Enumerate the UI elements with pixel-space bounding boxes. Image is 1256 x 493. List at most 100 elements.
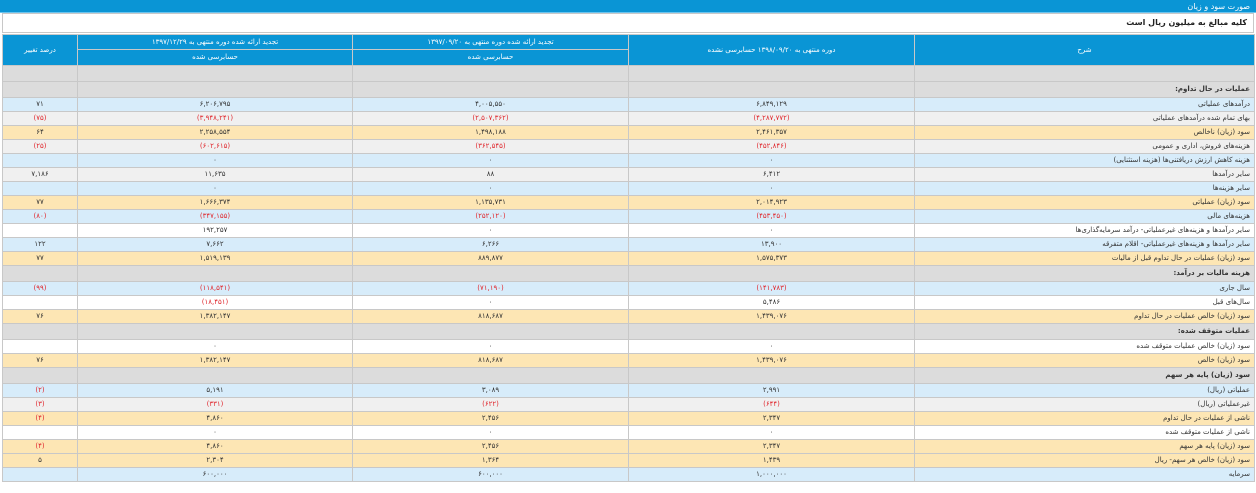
row-label: ناشی از عملیات متوقف شده	[914, 425, 1255, 440]
row-label: سایر درآمدها و هزینه‌های غیرعملیاتی- اقل…	[914, 237, 1255, 252]
value-period2: ۶۰۰,۰۰۰	[352, 467, 629, 482]
value-period2: (۳۶۲,۵۴۵)	[352, 139, 629, 154]
value-period1: ۵,۴۸۶	[628, 295, 915, 310]
page-title: صورت سود و زیان	[0, 0, 1256, 13]
value-period1: ۱,۰۰۰,۰۰۰	[628, 467, 915, 482]
value-change	[2, 153, 78, 168]
section-empty-cell	[352, 323, 629, 340]
section-label: سود (زیان) پایه هر سهم	[914, 367, 1255, 384]
table-row: سایر درآمدها ۶,۴۱۲ ۸۸ ۱۱,۶۳۵ ۷,۱۸۶	[2, 167, 1255, 182]
value-period1: ۲,۴۶۱,۳۵۷	[628, 125, 915, 140]
table-row: ناشی از عملیات در حال تداوم ۲,۳۴۷ ۲,۴۵۶ ۴,۸…	[2, 411, 1255, 426]
section-empty-cell	[352, 265, 629, 282]
table-row: سال‌های قبل ۵,۴۸۶ ۰ (۱۸,۴۵۱)	[2, 295, 1255, 310]
value-change: (۸۰)	[2, 209, 78, 224]
section-label: عملیات متوقف شده:	[914, 323, 1255, 340]
value-change	[2, 295, 78, 310]
column-header-period2: تجدید ارائه شده دوره منتهی به ۱۳۹۷/۰۹/۲۰	[352, 34, 629, 50]
value-period1: ۲,۳۴۷	[628, 411, 915, 426]
value-change	[2, 467, 78, 482]
column-subheader-period2: حسابرسی شده	[352, 49, 629, 66]
value-change: ۷۷	[2, 251, 78, 266]
value-period1: ۲,۹۹۱	[628, 383, 915, 398]
value-period1: ۱,۴۳۹,۰۷۶	[628, 309, 915, 324]
value-change	[2, 181, 78, 196]
value-change: (۲)	[2, 383, 78, 398]
section-empty-cell	[628, 367, 915, 384]
column-header-desc: شرح	[914, 34, 1255, 66]
table-row: هزینه‌های فروش، اداری و عمومی (۴۵۲,۸۴۶) (۳…	[2, 139, 1255, 154]
value-period3: ۰	[77, 181, 353, 196]
value-change: (۹۹)	[2, 281, 78, 296]
value-change: ۷۶	[2, 353, 78, 368]
table-row: هزینه کاهش ارزش دریافتنی‌ها (هزینه استثن…	[2, 153, 1255, 168]
value-period3: (۳,۹۴۸,۲۴۱)	[77, 111, 353, 126]
value-period3: ۵,۱۹۱	[77, 383, 353, 398]
value-period2: ۲,۴۵۶	[352, 439, 629, 454]
value-change: (۴)	[2, 411, 78, 426]
section-empty-cell	[2, 367, 78, 384]
table-row: بهای تمام شده درآمدهای عملیاتی (۴,۲۸۷,۷۷۲…	[2, 111, 1255, 126]
section-empty-cell	[628, 323, 915, 340]
row-label: سود (زیان) خالص عملیات متوقف شده	[914, 339, 1255, 354]
value-period2: (۶۲۲)	[352, 397, 629, 412]
table-row: ناشی از عملیات متوقف شده ۰ ۰ ۰	[2, 425, 1255, 440]
value-period1: ۲,۳۴۷	[628, 439, 915, 454]
row-label: ناشی از عملیات در حال تداوم	[914, 411, 1255, 426]
value-period1: ۱,۴۳۹	[628, 453, 915, 468]
value-period2: ۸۸	[352, 167, 629, 182]
value-period2: ۰	[352, 181, 629, 196]
row-label: سایر هزینه‌ها	[914, 181, 1255, 196]
table-row: غیرعملیاتی (ریال) (۶۴۴) (۶۲۲) (۳۳۱) (۳)	[2, 397, 1255, 412]
value-change: ۷۱	[2, 97, 78, 112]
value-change: (۴)	[2, 439, 78, 454]
value-change: ۱۲۲	[2, 237, 78, 252]
row-label: سال‌های قبل	[914, 295, 1255, 310]
value-change: ۷,۱۸۶	[2, 167, 78, 182]
row-label: سود (زیان) عملیات در حال تداوم قبل از ما…	[914, 251, 1255, 266]
section-empty-cell	[77, 323, 353, 340]
value-period3: ۰	[77, 153, 353, 168]
spacer-cell	[352, 65, 629, 82]
row-label: سود (زیان) خالص عملیات در حال تداوم	[914, 309, 1255, 324]
section-empty-cell	[77, 367, 353, 384]
table-row: سایر درآمدها و هزینه‌های غیرعملیاتی- اقل…	[2, 237, 1255, 252]
value-period1: ۰	[628, 223, 915, 238]
table-row: درآمدهای عملیاتی ۶,۸۴۹,۱۲۹ ۴,۰۰۵,۵۵۰ ۶,۲۰۶,…	[2, 97, 1255, 112]
value-change: ۵	[2, 453, 78, 468]
value-period3: ۷,۶۶۲	[77, 237, 353, 252]
section-row: عملیات متوقف شده:	[2, 323, 1255, 340]
section-label: هزینه مالیات بر درآمد:	[914, 265, 1255, 282]
value-period2: ۱,۱۳۵,۷۳۱	[352, 195, 629, 210]
table-row: سود (زیان) خالص عملیات متوقف شده ۰ ۰ ۰	[2, 339, 1255, 354]
table-row: سود (زیان) خالص هر سهم- ریال ۱,۴۳۹ ۱,۳۶۴ ۲,…	[2, 453, 1255, 468]
value-period3: ۱۱,۶۳۵	[77, 167, 353, 182]
value-period2: (۷۱,۱۹۰)	[352, 281, 629, 296]
table-row: سود (زیان) پایه هر سهم ۲,۳۴۷ ۲,۴۵۶ ۴,۸۶۰ (۴)	[2, 439, 1255, 454]
value-period1: ۶,۴۱۲	[628, 167, 915, 182]
table-row: سال جاری (۱۴۱,۷۸۳) (۷۱,۱۹۰) (۱۱۸,۵۴۱) (۹۹)	[2, 281, 1255, 296]
value-period3: ۱,۶۶۶,۳۷۴	[77, 195, 353, 210]
section-empty-cell	[2, 265, 78, 282]
value-period3: (۶۰۲,۶۱۵)	[77, 139, 353, 154]
spacer-row	[2, 65, 1255, 82]
value-change	[2, 223, 78, 238]
section-empty-cell	[352, 81, 629, 98]
value-period2: ۸۱۸,۶۸۷	[352, 309, 629, 324]
table-row: سود (زیان) خالص ۱,۴۳۹,۰۷۶ ۸۱۸,۶۸۷ ۱,۳۸۲,۱۴۷…	[2, 353, 1255, 368]
table-row: سود (زیان) ناخالص ۲,۴۶۱,۳۵۷ ۱,۴۹۸,۱۸۸ ۲,۲۵۸…	[2, 125, 1255, 140]
value-period2: ۴,۰۰۵,۵۵۰	[352, 97, 629, 112]
value-change: ۷۷	[2, 195, 78, 210]
section-empty-cell	[77, 81, 353, 98]
value-period2: ۳,۰۸۹	[352, 383, 629, 398]
row-label: سایر درآمدها و هزینه‌های غیرعملیاتی- درآ…	[914, 223, 1255, 238]
section-empty-cell	[2, 81, 78, 98]
value-period1: ۱۳,۹۰۰	[628, 237, 915, 252]
value-change: (۳)	[2, 397, 78, 412]
value-period3: ۲,۳۰۴	[77, 453, 353, 468]
column-subheader-period3: حسابرسی شده	[77, 49, 353, 66]
value-period3: (۱۱۸,۵۴۱)	[77, 281, 353, 296]
value-change: (۷۵)	[2, 111, 78, 126]
value-period3: (۳۴۷,۱۵۵)	[77, 209, 353, 224]
value-period1: (۱۴۱,۷۸۳)	[628, 281, 915, 296]
